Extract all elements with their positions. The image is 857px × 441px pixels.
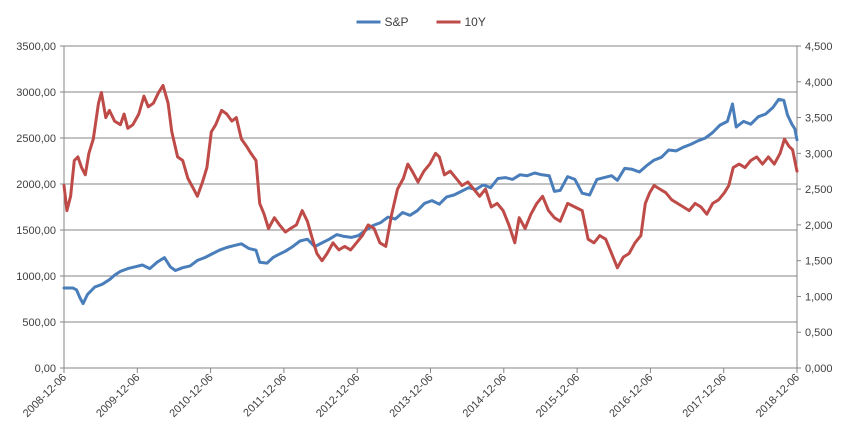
right-axis-tick-label: 1,500 (805, 256, 833, 268)
legend-label: S&P (385, 15, 409, 29)
right-axis-tick-label: 4,000 (805, 77, 833, 89)
x-axis-tick-label: 2016-12-06 (607, 372, 655, 420)
x-axis-tick-label: 2015-12-06 (534, 372, 582, 420)
x-axis-tick-label: 2013-12-06 (387, 372, 435, 420)
x-axis-tick-label: 2011-12-06 (241, 372, 289, 420)
x-axis-tick-label: 2017-12-06 (681, 372, 729, 420)
right-axis-tick-label: 0,000 (805, 363, 833, 375)
legend: S&P 10Y (356, 15, 486, 29)
x-axis-tick-label: 2009-12-06 (94, 372, 142, 420)
left-axis-tick-label: 500,00 (22, 317, 56, 329)
series-lines (62, 83, 799, 306)
x-axis-tick-label: 2018-12-06 (754, 372, 802, 420)
series-line-10y (62, 83, 799, 270)
right-axis-tick-label: 0,500 (805, 327, 833, 339)
left-axis-tick-label: 2500,00 (16, 133, 56, 145)
x-axis-tick-label: 2008-12-06 (21, 372, 69, 420)
x-axis-tick-label: 2010-12-06 (167, 372, 215, 420)
left-axis-tick-label: 2000,00 (16, 179, 56, 191)
series-line-sp (62, 97, 799, 306)
legend-label: 10Y (465, 15, 486, 29)
left-axis-tick-label: 1000,00 (16, 271, 56, 283)
left-axis-tick-label: 0,00 (35, 363, 56, 375)
gridlines (64, 45, 797, 323)
x-axis-tick-label: 2014-12-06 (461, 372, 509, 420)
x-axis-tick-label: 2012-12-06 (314, 372, 362, 420)
right-axis-tick-label: 2,000 (805, 220, 833, 232)
right-axis-tick-label: 4,500 (805, 41, 833, 53)
right-axis-tick-label: 3,500 (805, 113, 833, 125)
left-axis-tick-label: 3500,00 (16, 41, 56, 53)
left-axis-tick-label: 3000,00 (16, 87, 56, 99)
right-axis-tick-label: 1,000 (805, 291, 833, 303)
right-axis-tick-label: 3,000 (805, 148, 833, 160)
left-axis-tick-label: 1500,00 (16, 225, 56, 237)
right-axis-tick-label: 2,500 (805, 184, 833, 196)
